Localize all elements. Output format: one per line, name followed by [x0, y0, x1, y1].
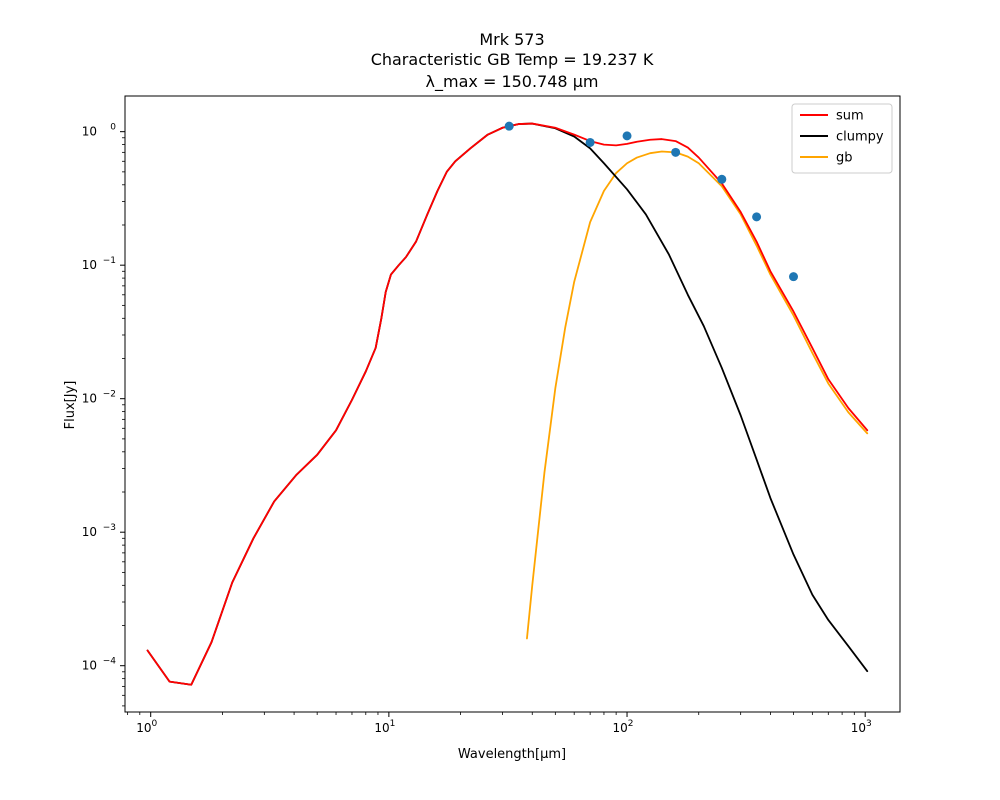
series-line-gb [526, 150, 869, 640]
observation-point [717, 174, 727, 184]
y-tick-label: 10 −4 [82, 657, 117, 673]
series-line-clumpy [146, 122, 869, 686]
x-tick-exp: 3 [866, 719, 872, 729]
legend: sum clumpy gb [791, 103, 893, 174]
x-tick-base: 10 [613, 721, 628, 735]
legend-entry-clumpy: clumpy [800, 130, 884, 145]
x-tick-label: 100 [136, 719, 157, 735]
y-tick-label: 10 −3 [82, 523, 116, 539]
legend-label: sum [836, 109, 864, 124]
y-tick-base: 10 [82, 392, 97, 406]
observation-point [789, 272, 798, 282]
x-tick-label: 102 [613, 719, 634, 735]
x-tick-label: 101 [374, 719, 395, 735]
title-line-3: λ_max = 150.748 μm [426, 72, 599, 92]
y-tick-exp: −1 [103, 256, 116, 266]
legend-label: gb [836, 151, 853, 166]
y-tick-label: 10 0 [82, 123, 117, 139]
x-tick-exp: 1 [390, 719, 396, 729]
x-axis-label: Wavelength[μm] [458, 747, 566, 762]
y-tick-exp: −3 [103, 523, 116, 533]
observation-point [504, 121, 514, 131]
x-tick-exp: 2 [628, 719, 634, 729]
legend-entry-gb: gb [800, 151, 853, 166]
plot-area [146, 121, 869, 686]
legend-box [791, 103, 893, 174]
observation-point [585, 137, 595, 147]
y-tick-base: 10 [82, 125, 97, 139]
y-tick-base: 10 [82, 525, 97, 539]
plot-frame [124, 95, 901, 713]
y-tick-base: 10 [82, 659, 97, 673]
x-tick-base: 10 [374, 721, 389, 735]
title-line-2: Characteristic GB Temp = 19.237 K [371, 50, 654, 69]
observation-point [752, 212, 762, 222]
x-tick-label: 103 [851, 719, 872, 735]
observation-point [622, 131, 632, 141]
legend-label: clumpy [836, 130, 884, 145]
y-tick-label: 10 −1 [82, 256, 116, 272]
y-tick-exp: −2 [103, 390, 116, 400]
y-tick-label: 10 −2 [82, 390, 116, 406]
x-tick-base: 10 [851, 721, 866, 735]
x-tick-base: 10 [136, 721, 151, 735]
x-tick-exp: 0 [151, 719, 157, 729]
series-line-sum [146, 122, 869, 686]
title-line-1: Mrk 573 [479, 30, 544, 49]
y-tick-exp: 0 [110, 123, 116, 133]
legend-entry-sum: sum [800, 109, 864, 124]
y-axis-label: Flux[Jy] [63, 381, 78, 430]
y-tick-exp: −4 [103, 657, 117, 667]
y-tick-base: 10 [82, 258, 97, 272]
chart-title: Mrk 573 Characteristic GB Temp = 19.237 … [371, 30, 654, 92]
observation-point [671, 147, 681, 157]
